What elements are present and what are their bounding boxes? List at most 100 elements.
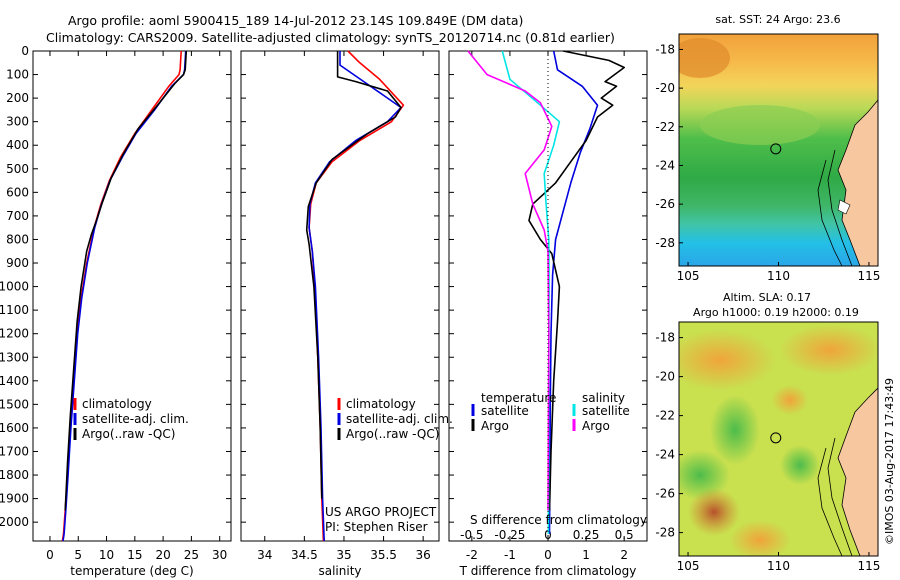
legend-label-argo: Argo(..raw -QC) bbox=[82, 427, 175, 441]
y-tick-label: 1900 bbox=[0, 492, 29, 506]
sst-isobath bbox=[817, 159, 843, 266]
difference-legend: temperature satellite Argo salinity sate… bbox=[471, 391, 630, 433]
legend-label-argo: Argo(..raw -QC) bbox=[346, 427, 439, 441]
y-tick-label: 1800 bbox=[0, 468, 29, 482]
sst-isobath bbox=[827, 149, 853, 266]
legend-title-salinity: salinity bbox=[582, 391, 625, 405]
map-x-tick-label: 115 bbox=[858, 269, 881, 283]
y-tick-label: 1200 bbox=[0, 327, 29, 341]
map-x-tick-label: 115 bbox=[858, 559, 881, 573]
y-tick-label: 1700 bbox=[0, 444, 29, 458]
legend-label-satellite: satellite-adj. clim. bbox=[82, 412, 189, 426]
sla-patch bbox=[780, 445, 820, 485]
x-tick-label-salinity: 0.25 bbox=[573, 528, 600, 542]
y-tick-label: 600 bbox=[6, 185, 29, 199]
map-y-tick-label: -22 bbox=[655, 409, 675, 423]
sst-island bbox=[837, 199, 851, 215]
pi-annotation: PI: Stephen Riser bbox=[325, 520, 428, 534]
map-y-tick-label: -22 bbox=[655, 120, 675, 134]
imos-credit: ©IMOS 03-Aug-2017 17:43:49 bbox=[883, 378, 896, 545]
sla-patch bbox=[772, 385, 808, 415]
y-tick-label: 700 bbox=[6, 209, 29, 223]
sla-isobath bbox=[827, 437, 853, 556]
map-y-tick-label: -26 bbox=[655, 487, 675, 501]
map-y-tick-label: -20 bbox=[655, 81, 675, 95]
x-tick-label: 35.5 bbox=[370, 548, 397, 562]
y-tick-label: 800 bbox=[6, 232, 29, 246]
x-tick-label: 20 bbox=[155, 548, 170, 562]
x-tick-label: -2 bbox=[466, 548, 478, 562]
x-tick-label: 34.5 bbox=[291, 548, 318, 562]
sst-map-title: sat. SST: 24 Argo: 23.6 bbox=[715, 13, 840, 26]
map-y-tick-label: -20 bbox=[655, 370, 675, 384]
legend-label-climatology: climatology bbox=[346, 397, 416, 411]
y-tick-label: 1100 bbox=[0, 303, 29, 317]
legend-label-s-argo: Argo bbox=[582, 419, 610, 433]
x-tick-label: 35 bbox=[336, 548, 351, 562]
legend-label-climatology: climatology bbox=[82, 397, 152, 411]
temperature-xlabel: temperature (deg C) bbox=[70, 564, 193, 578]
series-line-t-argo bbox=[528, 50, 626, 511]
series-line-t-satellite bbox=[548, 50, 599, 534]
sla-isobath bbox=[817, 447, 843, 556]
x-tick-label: 34 bbox=[257, 548, 272, 562]
y-tick-label: 200 bbox=[6, 91, 29, 105]
legend-label-satellite: satellite-adj. clim. bbox=[346, 412, 453, 426]
sla-patch bbox=[780, 325, 878, 375]
x-tick-label: 10 bbox=[99, 548, 114, 562]
sla-patch bbox=[730, 520, 790, 556]
sla-patch bbox=[679, 450, 730, 500]
sla-map-title: Altim. SLA: 0.17 bbox=[723, 291, 811, 304]
y-tick-label: 1500 bbox=[0, 397, 29, 411]
map-y-tick-label: -24 bbox=[655, 158, 675, 172]
map-y-tick-label: -24 bbox=[655, 448, 675, 462]
x-tick-label: -1 bbox=[504, 548, 516, 562]
sst-map bbox=[679, 34, 878, 266]
map-x-tick-label: 110 bbox=[767, 269, 790, 283]
x-tick-label: 0 bbox=[46, 548, 54, 562]
salinity-xlabel: salinity bbox=[318, 564, 361, 578]
y-tick-label: 1000 bbox=[0, 280, 29, 294]
y-tick-label: 0 bbox=[21, 44, 29, 58]
difference-xlabel: T difference from climatology bbox=[459, 564, 637, 578]
salinity-legend: climatology satellite-adj. clim. Argo(..… bbox=[337, 397, 453, 441]
x-tick-label: 5 bbox=[74, 548, 82, 562]
series-line-argo bbox=[64, 50, 188, 511]
sla-map bbox=[679, 322, 878, 556]
x-tick-label: 15 bbox=[127, 548, 142, 562]
map-x-tick-label: 105 bbox=[677, 269, 700, 283]
map-y-tick-label: -26 bbox=[655, 197, 675, 211]
sla-argo-marker bbox=[770, 432, 782, 444]
map-y-tick-label: -28 bbox=[655, 526, 675, 540]
figure-title: Argo profile: aoml 5900415_189 14-Jul-20… bbox=[68, 13, 523, 28]
temperature-legend: climatology satellite-adj. clim. Argo(..… bbox=[73, 397, 189, 441]
figure-subtitle: Climatology: CARS2009. Satellite-adjuste… bbox=[46, 30, 615, 45]
legend-label-t-argo: Argo bbox=[481, 419, 509, 433]
sla-patch bbox=[679, 330, 775, 390]
y-tick-label: 1400 bbox=[0, 374, 29, 388]
map-y-tick-label: -18 bbox=[655, 331, 675, 345]
x-tick-label: 36 bbox=[416, 548, 431, 562]
x-tick-label: 25 bbox=[184, 548, 199, 562]
y-tick-label: 300 bbox=[6, 115, 29, 129]
y-tick-label: 900 bbox=[6, 256, 29, 270]
series-line-satellite-adj-clim- bbox=[62, 50, 187, 542]
x-tick-label: 2 bbox=[620, 548, 628, 562]
x-tick-label: 30 bbox=[212, 548, 227, 562]
legend-title-temperature: temperature bbox=[481, 391, 556, 405]
sla-patch bbox=[688, 488, 740, 536]
y-tick-label: 2000 bbox=[0, 515, 29, 529]
salinity-panel-frame bbox=[240, 50, 440, 542]
map-x-tick-label: 105 bbox=[677, 559, 700, 573]
x-tick-label-salinity: -0.25 bbox=[494, 528, 525, 542]
legend-label-s-satellite: satellite bbox=[582, 404, 630, 418]
y-tick-label: 100 bbox=[6, 68, 29, 82]
y-tick-label: 1300 bbox=[0, 350, 29, 364]
legend-label-t-satellite: satellite bbox=[481, 404, 529, 418]
map-y-tick-label: -28 bbox=[655, 236, 675, 250]
x-tick-label-salinity: 0.5 bbox=[615, 528, 634, 542]
x-tick-label: 1 bbox=[582, 548, 590, 562]
y-tick-label: 500 bbox=[6, 162, 29, 176]
sst-patch bbox=[679, 38, 730, 78]
